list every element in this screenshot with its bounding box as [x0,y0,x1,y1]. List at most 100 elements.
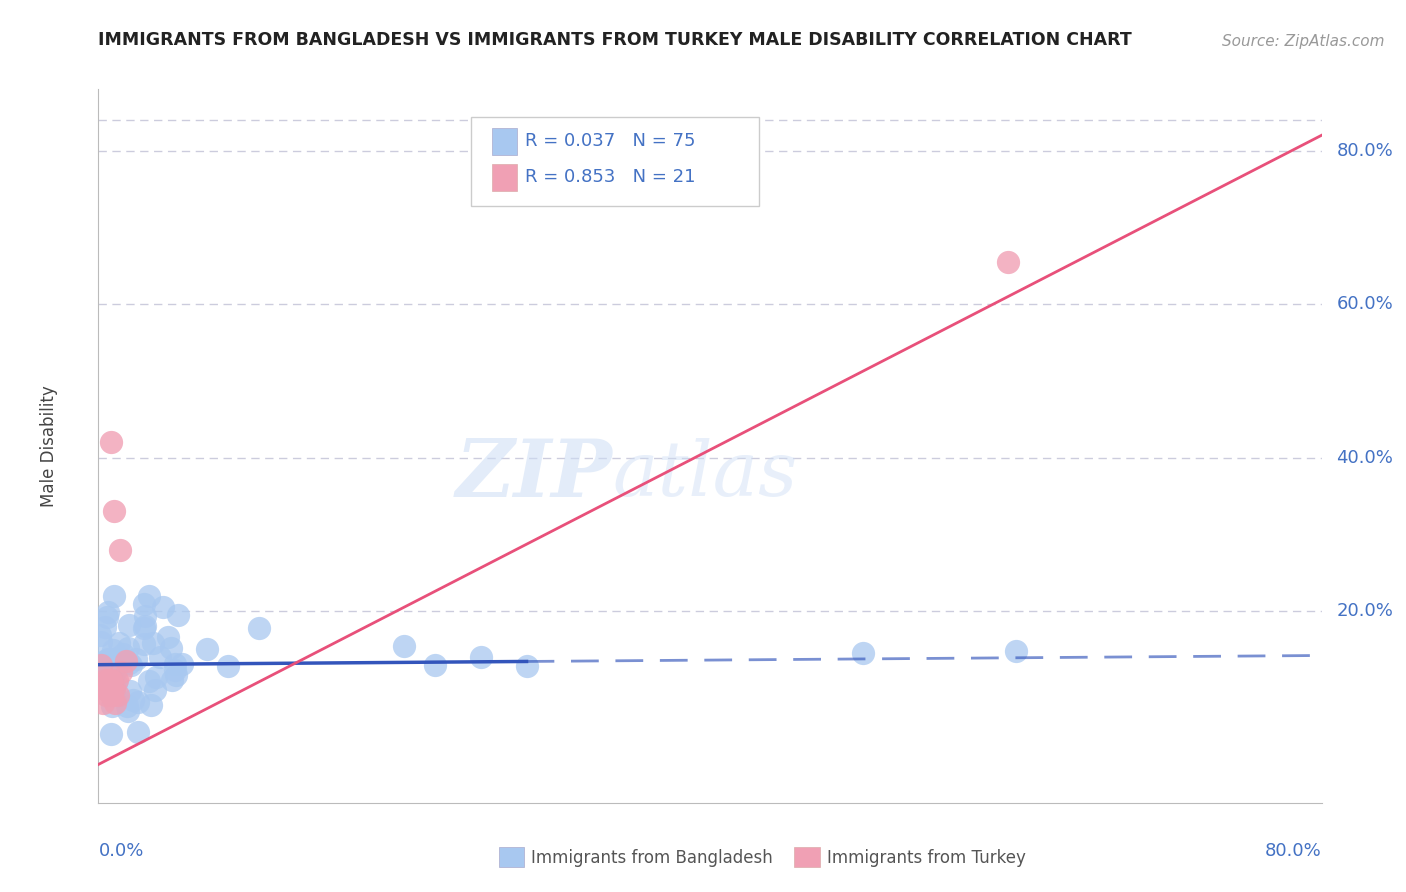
Point [997,255,1019,269]
Text: Source: ZipAtlas.com: Source: ZipAtlas.com [1222,34,1385,49]
Point [103,589,125,603]
Point [89,666,111,681]
Point [165,668,187,682]
Point [97,606,120,620]
Point [91,696,114,710]
Point [91,681,114,695]
Text: Male Disability: Male Disability [41,385,59,507]
Point [94,672,117,686]
Point [167,607,190,622]
Text: atlas: atlas [612,438,797,511]
Point [160,640,183,655]
Point [117,641,139,656]
Text: 20.0%: 20.0% [1336,602,1393,620]
Point [118,684,141,698]
Point [127,695,149,709]
Point [90,657,112,672]
Point [145,682,167,697]
Point [89,628,111,642]
Point [112,648,135,662]
Text: 80.0%: 80.0% [1336,142,1393,160]
Point [118,618,141,632]
Point [165,657,187,671]
Point [217,659,239,673]
Point [97,681,120,695]
Text: R = 0.853   N = 21: R = 0.853 N = 21 [526,168,696,186]
Point [170,657,193,672]
Point [104,663,127,677]
Point [97,673,120,687]
Point [142,635,165,649]
Point [100,435,122,450]
Point [134,618,156,632]
Point [100,676,122,690]
Point [94,654,117,668]
Point [149,649,172,664]
Point [423,657,446,672]
Point [96,609,118,624]
Point [117,698,139,713]
Point [247,621,270,635]
Text: 40.0%: 40.0% [1336,449,1393,467]
Point [118,657,141,671]
Point [160,673,183,688]
Point [94,689,117,703]
Point [103,643,125,657]
Point [103,681,125,695]
Point [98,681,121,695]
Point [100,673,122,687]
Point [98,652,121,666]
Point [1004,644,1026,658]
Point [96,657,118,672]
Point [89,667,111,681]
Point [115,654,138,668]
Point [97,652,120,666]
Text: Immigrants from Bangladesh: Immigrants from Bangladesh [531,849,773,867]
Text: R = 0.037   N = 75: R = 0.037 N = 75 [526,132,696,150]
Point [470,650,492,665]
Point [134,621,156,635]
Point [104,696,127,710]
Point [101,689,124,703]
Point [103,684,125,698]
Point [100,727,122,741]
Point [94,620,117,634]
Point [197,642,219,657]
Point [100,689,122,703]
Point [94,665,117,680]
Point [89,657,111,672]
Point [117,704,139,718]
Point [93,673,115,687]
Point [392,639,416,653]
Point [139,698,162,712]
Point [110,665,132,680]
Point [134,609,156,624]
Point [121,693,143,707]
Point [105,673,128,687]
Point [145,670,167,684]
Text: 60.0%: 60.0% [1336,295,1393,313]
Point [94,670,117,684]
Point [97,665,120,680]
Point [157,630,180,644]
Point [138,589,160,603]
Point [132,598,155,612]
Point [101,685,124,699]
Point [111,652,134,666]
Point [101,672,124,686]
Point [98,685,121,699]
Point [165,663,187,677]
Point [108,542,131,557]
Point [107,689,129,703]
Text: IMMIGRANTS FROM BANGLADESH VS IMMIGRANTS FROM TURKEY MALE DISABILITY CORRELATION: IMMIGRANTS FROM BANGLADESH VS IMMIGRANTS… [98,31,1132,49]
Point [852,646,875,660]
Point [134,637,156,651]
Point [125,652,148,666]
Point [100,698,122,713]
Point [108,636,131,650]
Point [138,674,160,689]
Point [120,657,142,672]
Point [100,665,122,679]
Point [104,675,127,690]
Point [516,659,538,673]
